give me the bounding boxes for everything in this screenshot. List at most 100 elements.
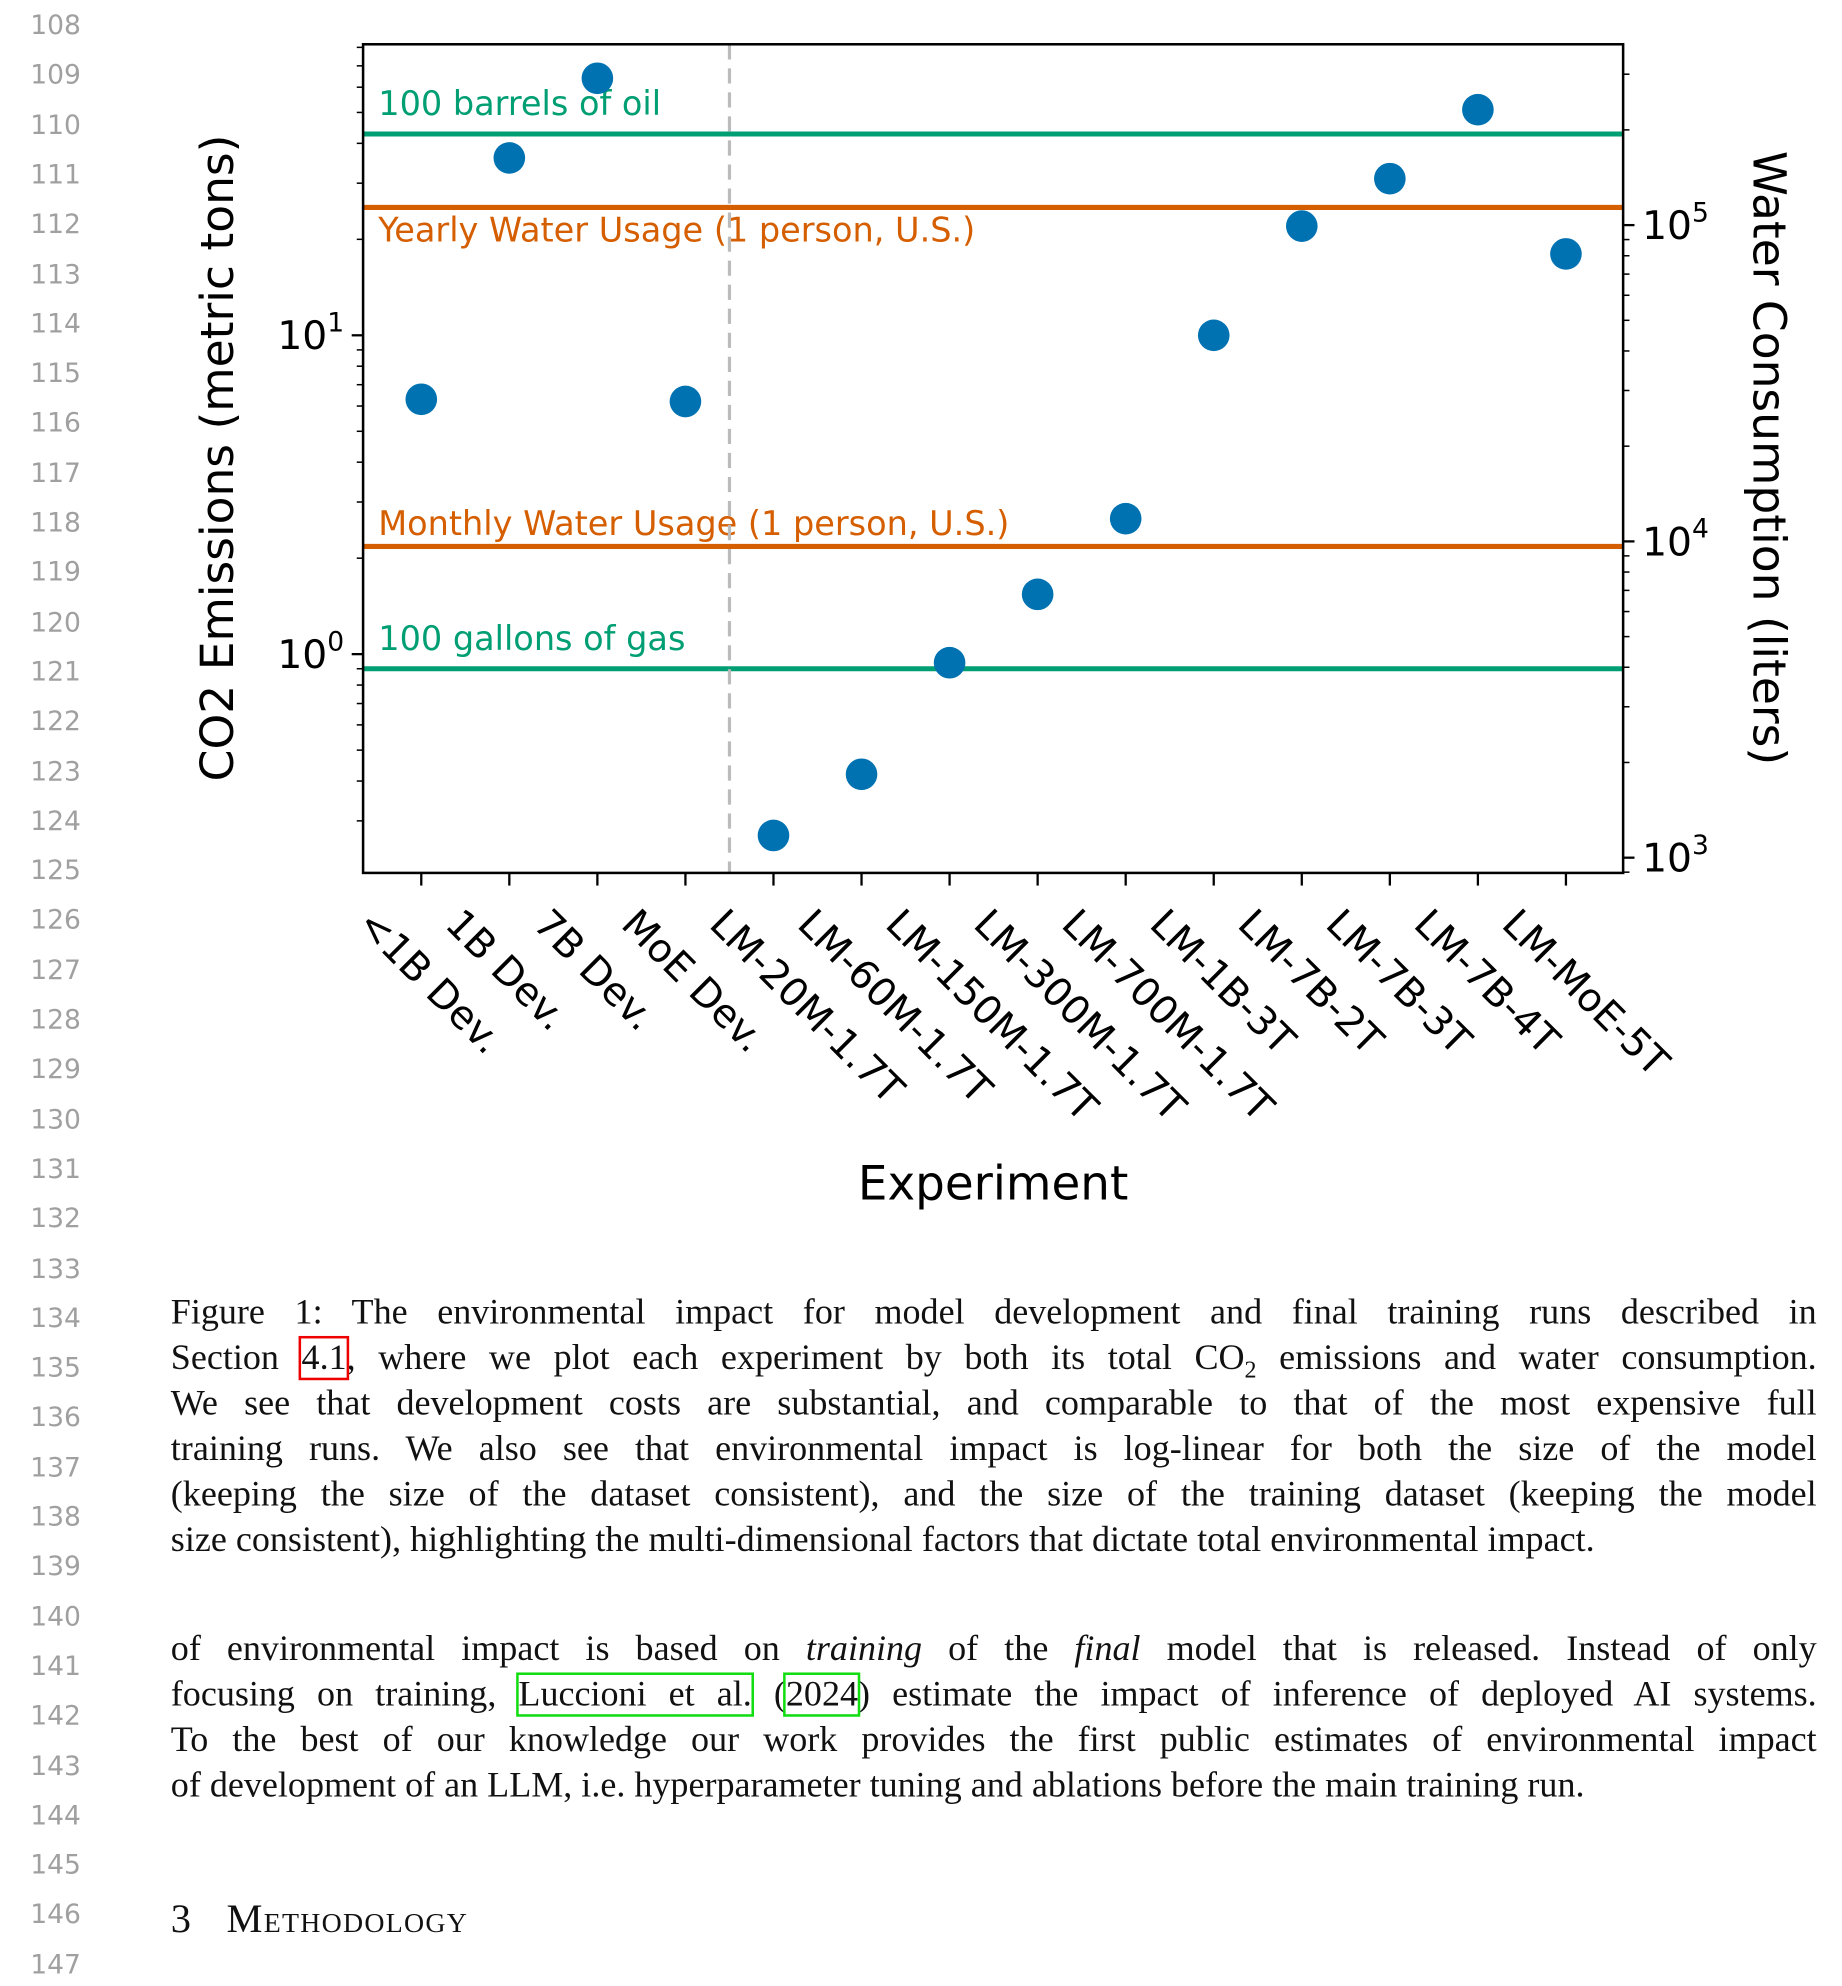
line-number: 128 (30, 1004, 81, 1035)
y-axis-right-label: Water Consumption (liters) (1742, 151, 1795, 765)
y-tick-label: 104 (1642, 514, 1709, 566)
line-number: 116 (30, 407, 81, 439)
line-number: 123 (30, 755, 81, 787)
line-number: 144 (30, 1799, 81, 1831)
line-number: 120 (30, 606, 81, 638)
tick-base: 10 (1642, 837, 1692, 882)
line-number: 143 (30, 1750, 81, 1781)
caption-line: (keeping the size of the dataset consist… (170, 1475, 1817, 1515)
line-number: 132 (30, 1203, 81, 1234)
section-title: Methodology (226, 1895, 469, 1941)
tick-exponent: 1 (327, 308, 344, 339)
line-number: 113 (30, 258, 81, 290)
reference-line-label: Yearly Water Usage (1 person, U.S.) (377, 211, 975, 250)
line-number: 130 (30, 1103, 81, 1135)
section-number: 3 (170, 1895, 192, 1941)
paragraph-line: To the best of our knowledge our work pr… (170, 1720, 1817, 1760)
section-heading: 3 Methodology (171, 1895, 468, 1942)
line-number: 115 (30, 358, 81, 389)
subscript: 2 (1244, 1357, 1257, 1384)
y-tick-label: 105 (1642, 197, 1709, 249)
tick-exponent: 3 (1692, 830, 1709, 861)
line-number: 109 (30, 59, 81, 91)
tick-exponent: 5 (1692, 197, 1709, 228)
data-point (405, 383, 438, 416)
data-point (1374, 162, 1406, 195)
x-axis-label: Experiment (858, 1157, 1128, 1211)
line-number: 119 (30, 557, 81, 588)
line-number: 117 (30, 457, 81, 488)
line-number: 126 (30, 905, 81, 936)
reference-line-label: 100 gallons of gas (378, 619, 685, 658)
data-point (757, 819, 790, 852)
text: ) estimate the impact of inference of de… (858, 1674, 1817, 1715)
data-point (1285, 210, 1318, 242)
line-number: 111 (30, 159, 81, 190)
tick-base: 10 (1642, 520, 1692, 565)
line-number: 114 (30, 308, 81, 339)
caption-text: emissions and water consumption. (1256, 1338, 1817, 1378)
data-point (1109, 502, 1142, 535)
line-number: 112 (30, 208, 81, 240)
line-number: 135 (30, 1352, 81, 1383)
caption-text: , where we plot each experiment by both … (346, 1338, 1245, 1378)
emphasis: training (805, 1629, 923, 1669)
tick-exponent: 4 (1692, 514, 1709, 545)
y-tick-label: 101 (277, 308, 344, 360)
plot-frame (361, 43, 1625, 875)
paragraph-line: of environmental impact is based on trai… (171, 1627, 1817, 1673)
data-point (1550, 238, 1582, 270)
reference-line-label: Monthly Water Usage (1 person, U.S.) (378, 504, 1009, 543)
line-number: 125 (30, 855, 81, 886)
data-point (933, 646, 966, 679)
tick-exponent: 0 (327, 626, 344, 657)
tick-base: 10 (277, 314, 327, 359)
tick-base: 10 (1642, 204, 1692, 249)
line-number: 145 (30, 1849, 81, 1881)
caption-line: training runs. We also see that environm… (170, 1429, 1817, 1469)
line-number: 134 (30, 1302, 81, 1334)
line-number: 140 (30, 1601, 81, 1632)
line-number: 127 (30, 954, 81, 986)
y-axis-label: CO2 Emissions (metric tons) (191, 135, 244, 782)
line-number: 137 (30, 1451, 81, 1483)
caption-line: size consistent), highlighting the multi… (170, 1520, 1595, 1560)
citation-year-link[interactable]: 2024 (783, 1672, 861, 1717)
line-number: 131 (30, 1153, 81, 1184)
data-point (493, 142, 526, 174)
line-number: 118 (30, 507, 81, 538)
data-point (669, 385, 702, 418)
line-number: 108 (30, 10, 81, 41)
line-number: 146 (30, 1899, 81, 1930)
line-number: 122 (30, 706, 81, 737)
tick-base: 10 (277, 633, 327, 678)
data-point (1462, 93, 1494, 126)
line-number: 142 (30, 1700, 81, 1731)
reference-line-label: 100 barrels of oil (378, 84, 661, 123)
figure-caption: Figure 1: The environmental impact for m… (171, 1290, 1817, 1563)
paragraph-line: focusing on training, Luccioni et al. (2… (171, 1672, 1817, 1718)
data-point (581, 62, 614, 95)
line-number: 110 (30, 109, 81, 140)
data-point (1197, 319, 1230, 352)
caption-text: Section (170, 1338, 302, 1378)
line-number: 133 (30, 1253, 81, 1284)
y-tick-label: 100 (277, 626, 344, 678)
line-number: 138 (30, 1501, 81, 1533)
emissions-chart: 100 barrels of oil Yearly Water Usage (1 … (191, 43, 1795, 1211)
text: of the (922, 1629, 1075, 1669)
text: of environmental impact is based on (170, 1629, 806, 1669)
line-number: 139 (30, 1551, 81, 1582)
body-paragraph: of environmental impact is based on trai… (171, 1627, 1817, 1809)
line-number: 124 (30, 805, 81, 836)
text: focusing on training, (170, 1674, 519, 1715)
line-number: 129 (30, 1054, 81, 1085)
line-number: 141 (30, 1650, 81, 1682)
text: ( (751, 1674, 786, 1715)
section-ref-link[interactable]: 4.1 (299, 1335, 350, 1381)
text: model that is released. Instead of only (1140, 1629, 1817, 1669)
caption-line: Figure 1: The environmental impact for m… (170, 1292, 1817, 1333)
y-tick-label: 103 (1642, 830, 1709, 882)
citation-author-link[interactable]: Luccioni et al. (515, 1672, 755, 1717)
